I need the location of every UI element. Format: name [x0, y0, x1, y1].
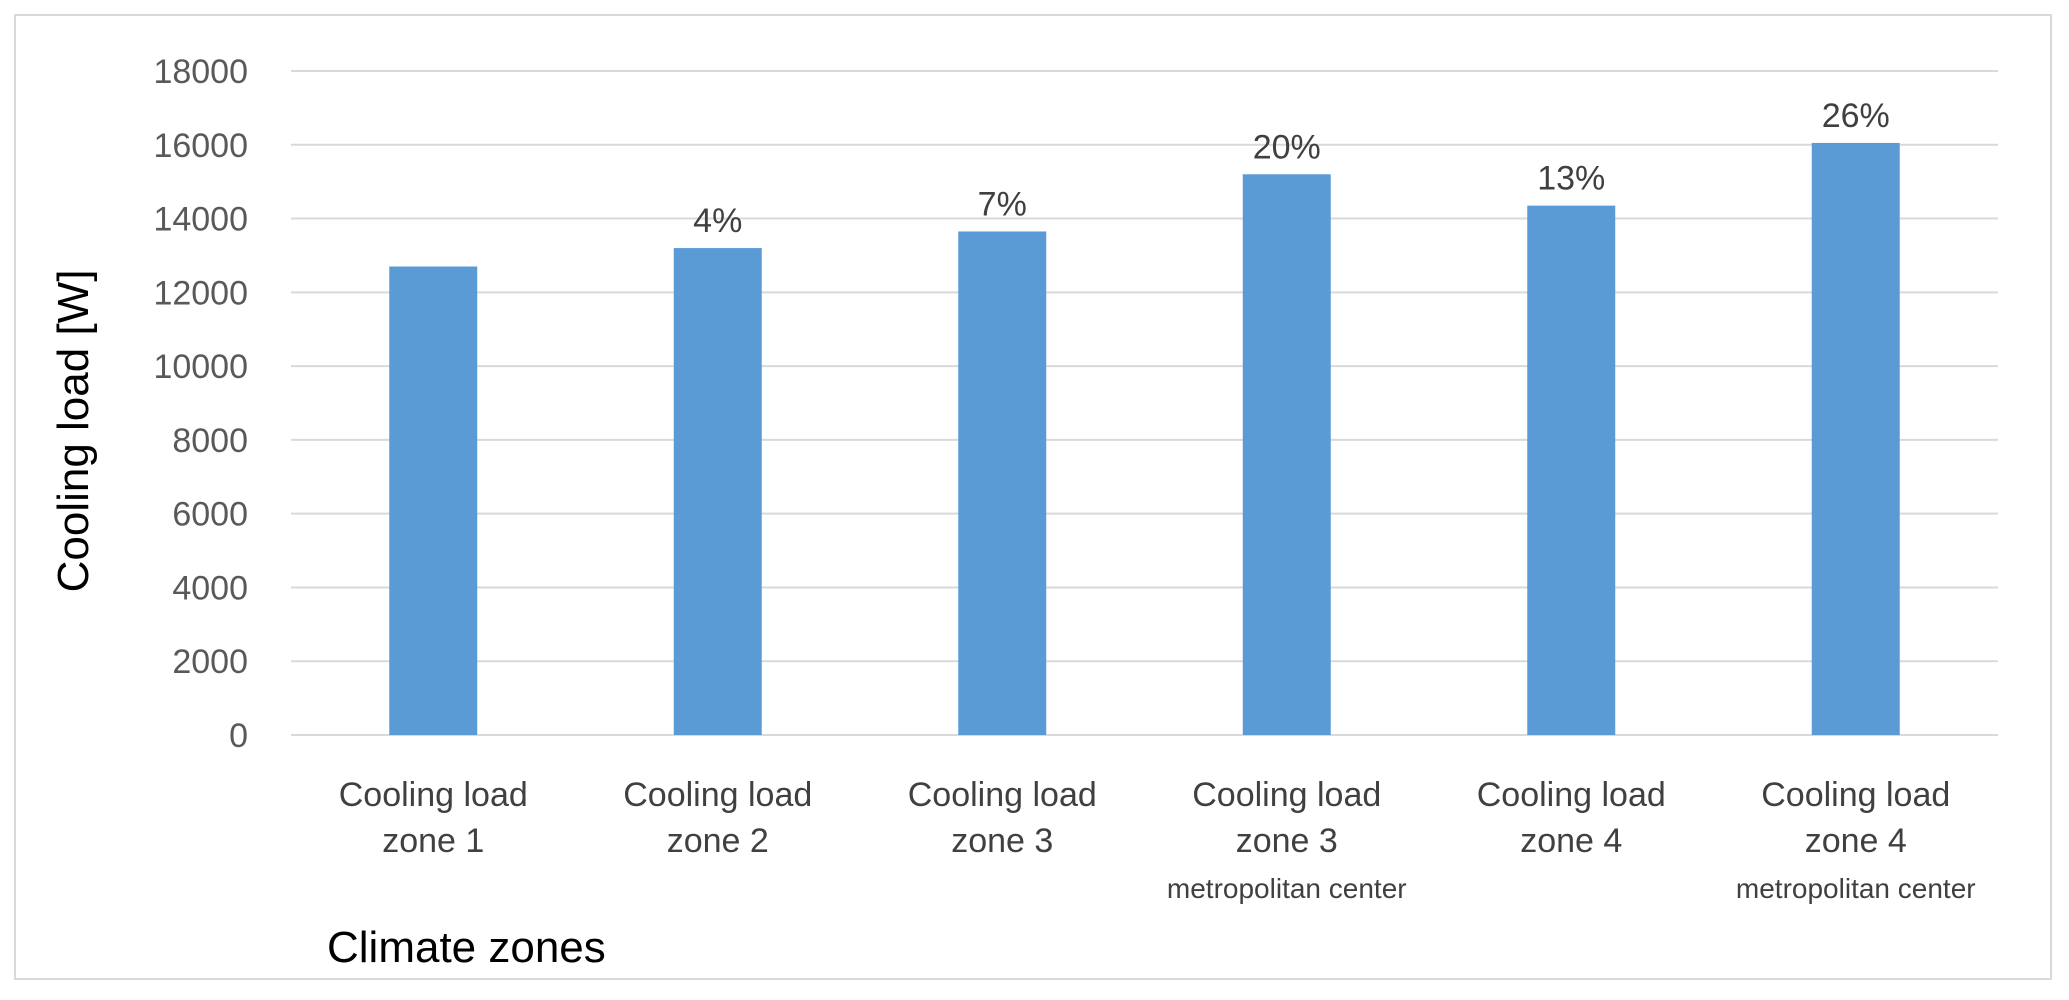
bar-5 — [1527, 205, 1616, 736]
x-axis-title: Climate zones — [327, 923, 606, 972]
data-label-4: 20% — [1253, 128, 1321, 166]
data-labels: 4% 7% 20% 13% 26% — [693, 97, 1890, 240]
y-tick-label: 10000 — [153, 348, 248, 386]
gridlines — [291, 70, 1998, 736]
y-tick-label: 0 — [229, 717, 248, 755]
x-category-sublabel: metropolitan center — [1167, 873, 1407, 904]
bar-chart: 0 2000 4000 6000 8000 10000 12000 14000 16000 180… — [49, 53, 1998, 972]
y-tick-label: 8000 — [172, 422, 248, 460]
y-tick-label: 6000 — [172, 496, 248, 534]
y-tick-label: 12000 — [153, 274, 248, 312]
bar-1 — [389, 266, 478, 735]
y-tick-label: 16000 — [153, 127, 248, 165]
bar-6 — [1811, 142, 1900, 735]
x-category-label: zone 4 — [1520, 822, 1622, 860]
x-category-sublabel: metropolitan center — [1736, 873, 1976, 904]
x-category-label: Cooling load — [623, 776, 812, 814]
bars — [389, 142, 1900, 736]
bar-4 — [1242, 174, 1331, 736]
y-tick-label: 2000 — [172, 643, 248, 681]
data-label-6: 26% — [1822, 97, 1890, 135]
data-label-2: 4% — [693, 202, 742, 240]
x-category-label: zone 1 — [382, 822, 484, 860]
bar-2 — [673, 248, 762, 736]
y-axis-tick-labels: 0 2000 4000 6000 8000 10000 12000 14000 16000 180… — [153, 53, 248, 755]
x-category-label: Cooling load — [908, 776, 1097, 814]
y-axis-title: Cooling load [W] — [49, 270, 98, 593]
y-tick-label: 18000 — [153, 53, 248, 91]
bar-3 — [958, 231, 1047, 735]
x-category-label: zone 3 — [951, 822, 1053, 860]
y-tick-label: 14000 — [153, 201, 248, 239]
x-category-label: Cooling load — [339, 776, 528, 814]
data-label-3: 7% — [978, 185, 1027, 223]
x-category-label: Cooling load — [1761, 776, 1950, 814]
y-tick-label: 4000 — [172, 569, 248, 607]
x-category-label: zone 3 — [1236, 822, 1338, 860]
x-category-label: zone 4 — [1805, 822, 1907, 860]
data-label-5: 13% — [1537, 160, 1605, 198]
x-category-label: zone 2 — [667, 822, 769, 860]
x-axis-category-labels: Cooling load zone 1 Cooling load zone 2 Cool… — [339, 776, 1976, 904]
x-category-label: Cooling load — [1192, 776, 1381, 814]
x-category-label: Cooling load — [1477, 776, 1666, 814]
chart-frame: 0 2000 4000 6000 8000 10000 12000 14000 16000 180… — [14, 14, 2052, 980]
